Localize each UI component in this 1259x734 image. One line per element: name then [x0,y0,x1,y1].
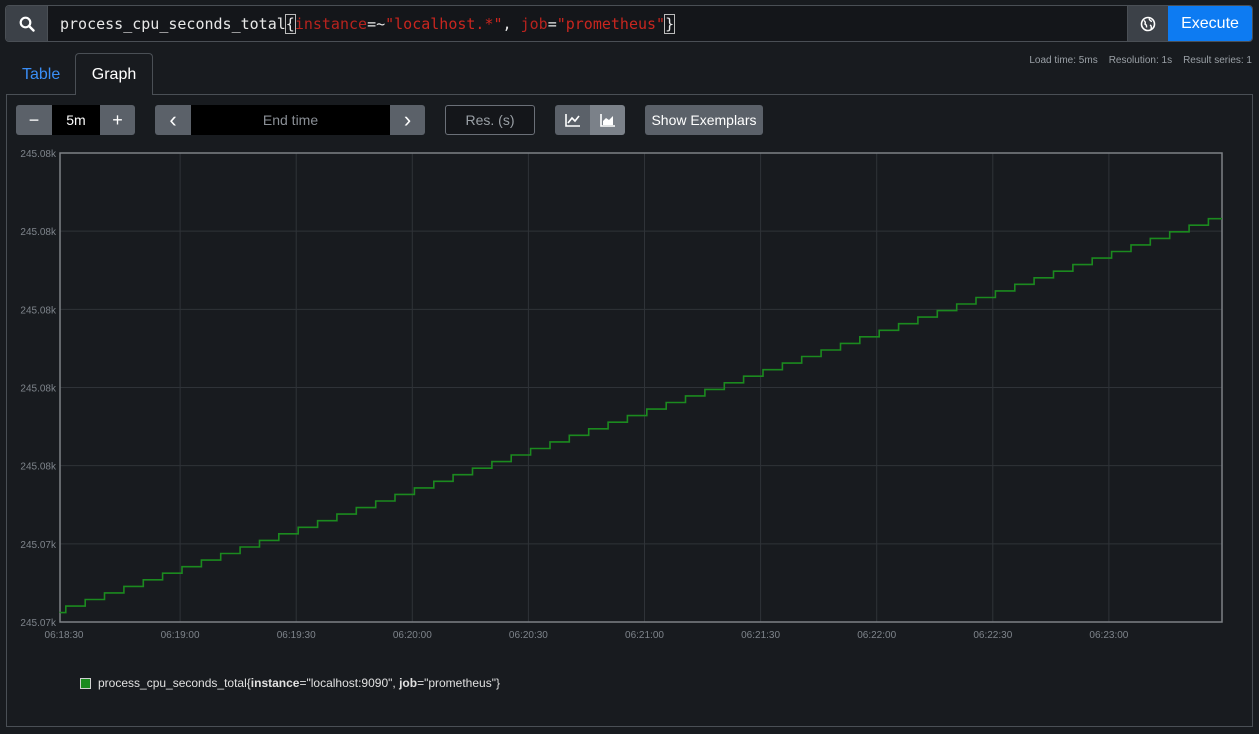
chevron-left-icon[interactable]: ‹ [155,105,191,135]
x-tick-label: 06:20:30 [509,630,548,641]
x-axis-labels: 06:18:30 06:19:00 06:19:30 06:20:00 06:20:30… [45,630,1129,641]
execute-button[interactable]: Execute [1168,6,1252,41]
query-label1-name: instance [294,14,368,33]
range-increase-button[interactable]: + [100,105,135,135]
show-exemplars-button[interactable]: Show Exemplars [645,105,763,135]
query-open-brace: { [284,13,296,34]
expression-input[interactable]: process_cpu_seconds_total{instance =~ "loc… [48,6,1127,41]
stacked-chart-icon[interactable] [590,105,625,135]
y-tick-label: 245.08k [20,384,57,395]
chart-legend[interactable]: process_cpu_seconds_total{instance="loca… [80,676,500,690]
x-tick-label: 06:23:00 [1089,630,1128,641]
query-label1-value: "localhost.*" [385,14,503,33]
line-chart-icon[interactable] [555,105,590,135]
x-tick-label: 06:19:30 [277,630,316,641]
y-tick-label: 245.07k [20,540,57,551]
load-time: Load time: 5ms [1029,55,1098,66]
x-tick-label: 06:19:00 [161,630,200,641]
y-tick-label: 245.08k [20,227,57,238]
tab-graph[interactable]: Graph [75,53,153,95]
end-time-input[interactable]: End time [191,105,390,135]
query-sep: , [502,14,521,33]
result-series: Result series: 1 [1183,55,1252,66]
query-stats: Load time: 5ms Resolution: 1s Result ser… [1029,55,1252,66]
search-icon[interactable] [6,6,48,41]
query-label2-value: "prometheus" [556,14,666,33]
y-tick-label: 245.07k [20,618,57,629]
query-close-brace: } [664,13,676,34]
resolution: Resolution: 1s [1108,55,1173,66]
query-label2-op: = [547,14,557,33]
query-label2-name: job [520,14,548,33]
y-tick-label: 245.08k [20,305,57,316]
y-axis-labels: 245.08k 245.08k 245.08k 245.08k 245.08k 245.0… [20,149,57,629]
x-tick-label: 06:21:30 [741,630,780,641]
query-metric: process_cpu_seconds_total [60,14,286,33]
range-input[interactable]: 5m [52,105,100,135]
tab-table[interactable]: Table [22,66,61,83]
range-decrease-button[interactable]: − [16,105,52,135]
chart-grid [60,153,1222,622]
y-tick-label: 245.08k [20,149,57,160]
x-tick-label: 06:20:00 [393,630,432,641]
x-tick-label: 06:22:00 [857,630,896,641]
query-label1-op: =~ [367,14,386,33]
resolution-input[interactable]: Res. (s) [445,105,535,135]
chevron-right-icon[interactable]: › [390,105,425,135]
query-bar: process_cpu_seconds_total{instance =~ "loc… [5,5,1253,42]
x-tick-label: 06:21:00 [625,630,664,641]
legend-label: process_cpu_seconds_total{instance="loca… [98,676,500,690]
y-tick-label: 245.08k [20,462,57,473]
chart-plot-border [59,152,1223,623]
x-tick-label: 06:18:30 [45,630,84,641]
series-line[interactable] [59,217,1222,614]
x-tick-label: 06:22:30 [973,630,1012,641]
globe-icon[interactable] [1127,6,1168,41]
legend-swatch [80,677,91,689]
